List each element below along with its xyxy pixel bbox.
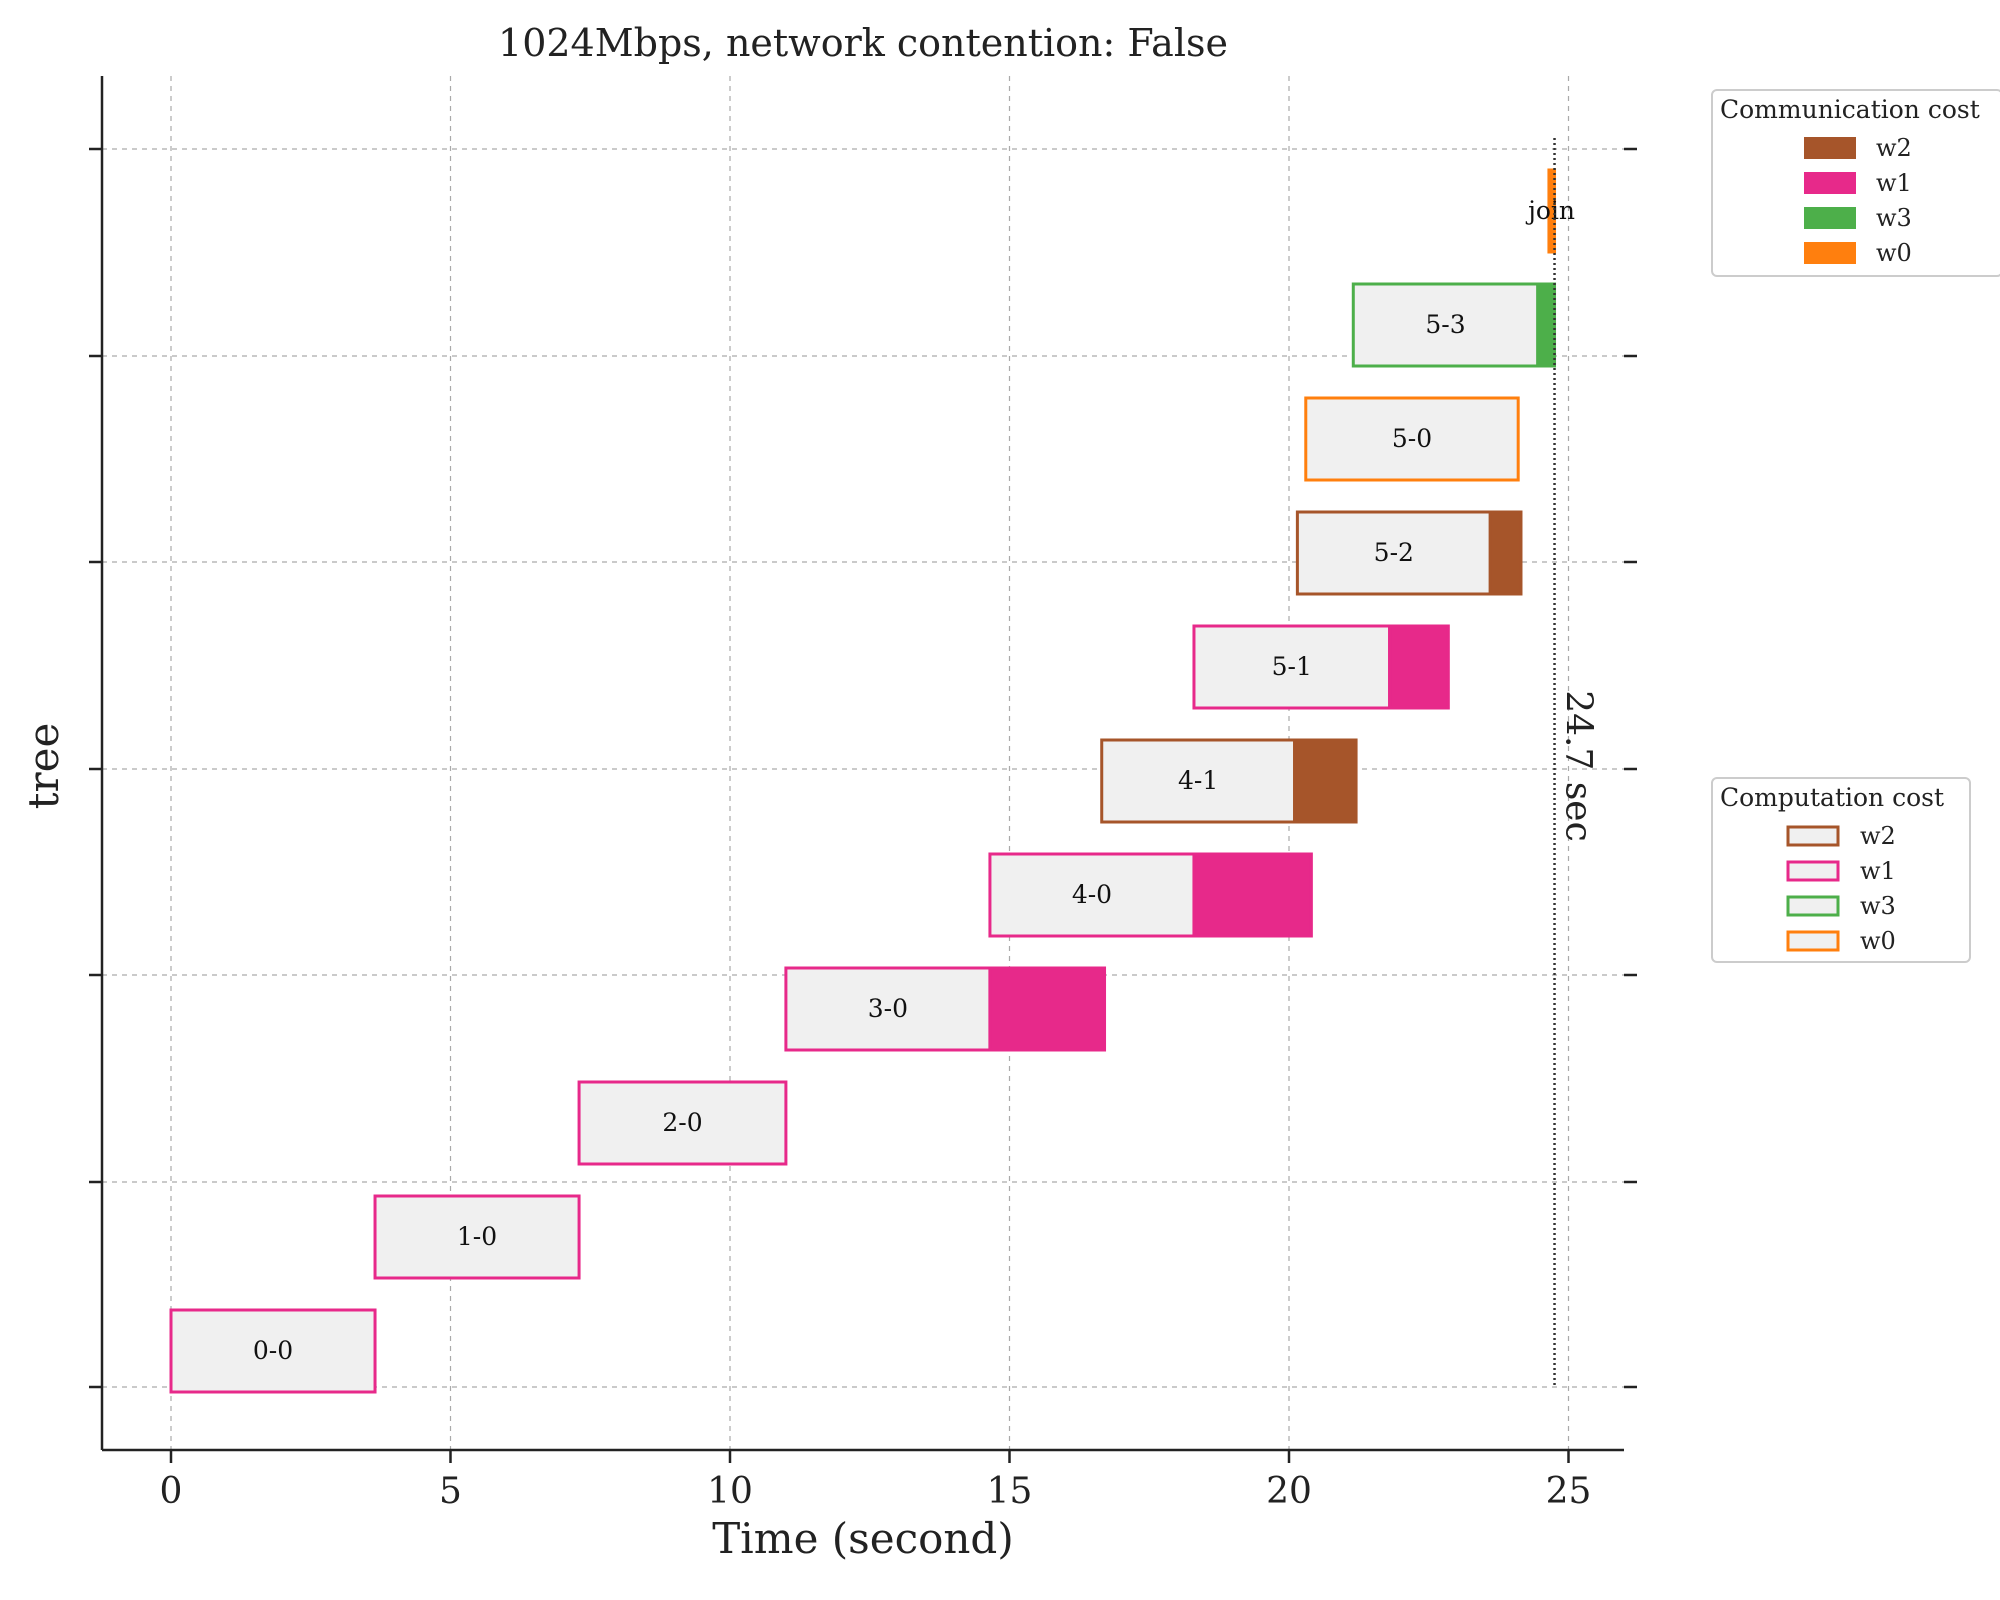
- legend-title: Computation cost: [1720, 783, 1944, 812]
- legend-box: [1711, 89, 2000, 277]
- chart-title: 1024Mbps, network contention: False: [498, 21, 1228, 65]
- legend-swatch-filled: [1804, 207, 1856, 229]
- task-label: 3-0: [868, 994, 908, 1023]
- communication-bar: [1293, 738, 1358, 824]
- computation-bar: [373, 1194, 581, 1280]
- x-tick-label: 15: [987, 1471, 1033, 1512]
- computation-bar: [1295, 510, 1492, 596]
- legend-swatch-outline: [1786, 895, 1840, 917]
- legend-box: [1711, 777, 1971, 963]
- computation-bar: [577, 1080, 788, 1166]
- communication-bar: [1488, 510, 1523, 596]
- communication-bar: [1192, 852, 1313, 938]
- task-label: 5-0: [1392, 424, 1432, 453]
- communication-bar: [1388, 624, 1450, 710]
- legend-swatch-outline: [1786, 825, 1840, 847]
- computation-bar: [784, 966, 992, 1052]
- task-label: 5-3: [1425, 310, 1465, 339]
- computation-bar: [1100, 738, 1297, 824]
- communication-bar: [1547, 168, 1557, 254]
- legend-entry-label: w3: [1860, 892, 1896, 920]
- y-axis-label: tree: [19, 723, 68, 810]
- x-tick-label: 0: [160, 1471, 183, 1512]
- makespan-marker: 24.7 sec: [1553, 138, 1599, 1387]
- legend-swatch-filled: [1804, 172, 1856, 194]
- task-label: 5-1: [1272, 652, 1312, 681]
- task-label: 0-0: [253, 1336, 293, 1365]
- task-label: 4-0: [1072, 880, 1112, 909]
- legend-swatch-filled: [1804, 137, 1856, 159]
- legend-entry-label: w2: [1860, 822, 1896, 850]
- task-label: 1-0: [457, 1222, 497, 1251]
- x-tick-label: 25: [1546, 1471, 1592, 1512]
- legend-entry-label: w2: [1876, 134, 1912, 162]
- task-label: 4-1: [1178, 766, 1218, 795]
- legend-title: Communication cost: [1720, 95, 1980, 124]
- legend-swatch-outline: [1786, 930, 1840, 952]
- computation-bar: [1304, 396, 1520, 482]
- task-bars: 0-0 1-0 2-0 3-0 4-0 4-1 5-1 5-2 5-0 5-3 join: [169, 168, 1575, 1394]
- legend-entry-label: w3: [1876, 204, 1912, 232]
- grid-lines: [102, 76, 1624, 1450]
- x-tick-label: 5: [439, 1471, 462, 1512]
- legends: Communication cost w2 w1 w3 w0 Computation co…: [1711, 89, 2000, 963]
- x-axis-label: Time (second): [712, 1514, 1013, 1563]
- legend-entry-label: w0: [1876, 239, 1912, 267]
- y-ticks: [89, 147, 1637, 1389]
- x-tick-label: 10: [707, 1471, 753, 1512]
- legend-swatch-filled: [1804, 242, 1856, 264]
- legend-entry-label: w1: [1860, 857, 1896, 885]
- task-label: join: [1525, 196, 1575, 225]
- x-tick-label: 20: [1266, 1471, 1312, 1512]
- task-label: 5-2: [1374, 538, 1414, 567]
- computation-bar: [169, 1308, 377, 1394]
- axes: [100, 76, 1624, 1452]
- legend-swatch-outline: [1786, 860, 1840, 882]
- legend-entry-label: w1: [1876, 169, 1912, 197]
- communication-bar: [988, 966, 1107, 1052]
- task-label: 2-0: [662, 1108, 702, 1137]
- x-ticks: 0 5 10 15 20 25: [160, 1450, 1592, 1512]
- makespan-label: 24.7 sec: [1558, 690, 1599, 842]
- communication-bar: [1536, 282, 1557, 368]
- legend-entry-label: w0: [1860, 927, 1896, 955]
